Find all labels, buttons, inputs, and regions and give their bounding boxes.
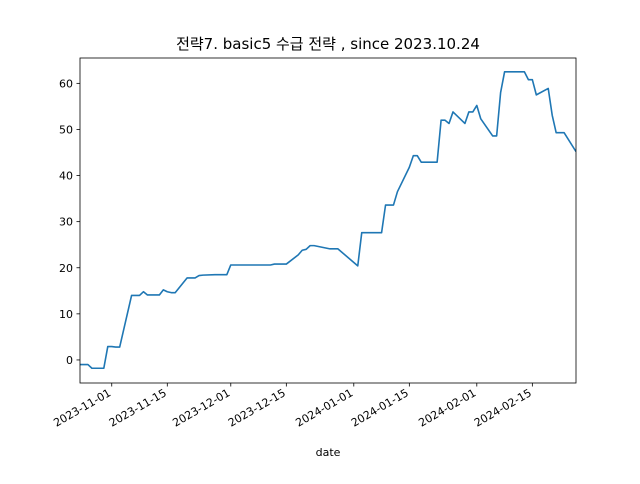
series-line xyxy=(80,71,576,370)
plot-area xyxy=(80,71,576,370)
y-tick-label: 0 xyxy=(66,354,73,367)
y-tick-label: 10 xyxy=(59,308,73,321)
y-tick-label: 60 xyxy=(59,77,73,90)
chart-title: 전략7. basic5 수급 전략 , since 2023.10.24 xyxy=(176,35,480,53)
y-tick-label: 40 xyxy=(59,170,73,183)
y-axis-ticks: 0 10 20 30 40 50 60 xyxy=(59,77,80,367)
y-tick-label: 30 xyxy=(59,216,73,229)
y-tick-label: 50 xyxy=(59,123,73,136)
x-axis-label: date xyxy=(316,446,341,459)
plot-frame xyxy=(79,57,577,384)
y-tick-label: 20 xyxy=(59,262,73,275)
